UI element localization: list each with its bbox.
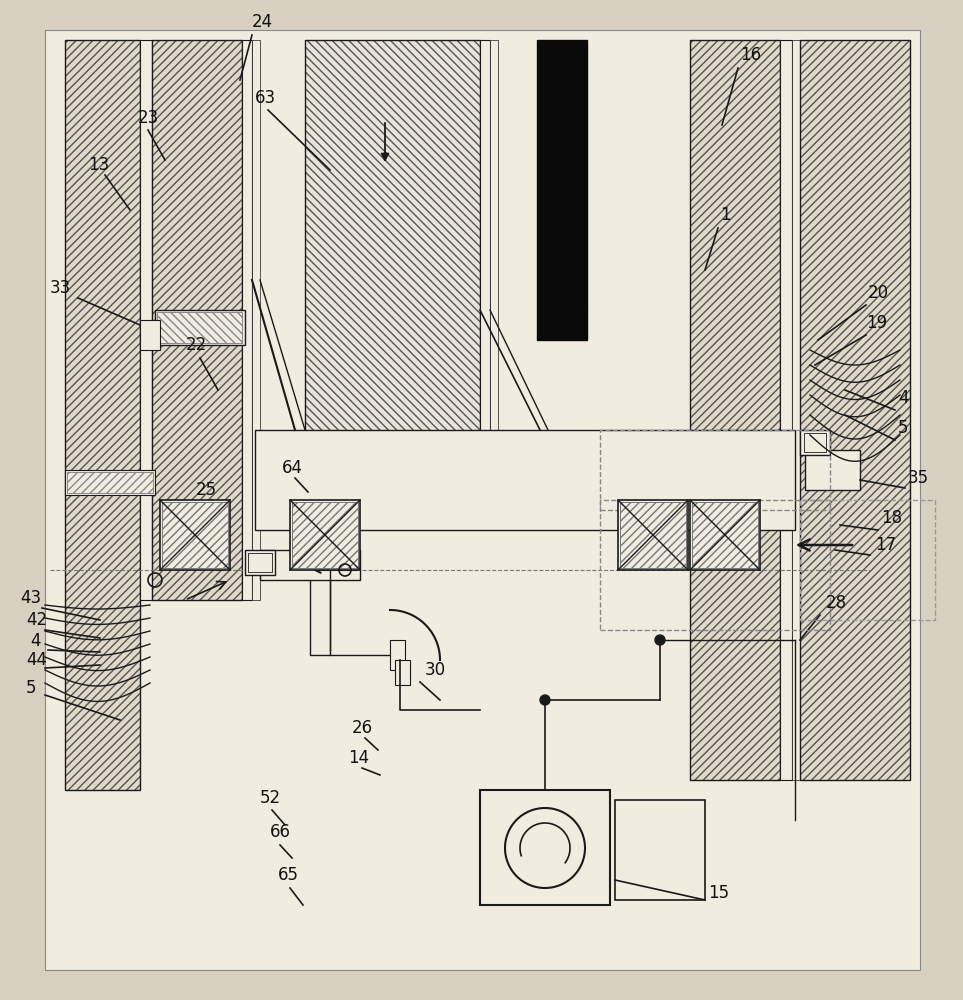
- Bar: [805, 450, 860, 490]
- Text: 44: 44: [26, 651, 47, 669]
- Bar: [395, 660, 410, 685]
- Bar: [780, 40, 792, 780]
- Circle shape: [655, 635, 665, 645]
- Bar: [248, 553, 272, 572]
- Text: 22: 22: [186, 336, 207, 354]
- Bar: [800, 500, 935, 620]
- Text: 4: 4: [30, 632, 40, 650]
- Text: 66: 66: [270, 823, 291, 841]
- Bar: [600, 430, 830, 510]
- Bar: [252, 40, 260, 600]
- Bar: [537, 40, 587, 310]
- Circle shape: [540, 695, 550, 705]
- Text: 25: 25: [196, 481, 217, 499]
- Bar: [792, 40, 800, 780]
- Text: 42: 42: [26, 611, 47, 629]
- Bar: [290, 500, 360, 570]
- Bar: [620, 502, 686, 568]
- Bar: [600, 500, 830, 630]
- Text: 19: 19: [866, 314, 887, 332]
- Text: 5: 5: [898, 419, 908, 437]
- Bar: [615, 800, 705, 900]
- Bar: [65, 40, 140, 790]
- Bar: [242, 40, 252, 600]
- Bar: [690, 500, 760, 570]
- Bar: [305, 40, 480, 470]
- Text: 30: 30: [425, 661, 446, 679]
- Bar: [690, 40, 780, 780]
- Bar: [292, 502, 358, 568]
- Bar: [157, 312, 242, 343]
- Text: 28: 28: [826, 594, 847, 612]
- Bar: [260, 550, 360, 580]
- Text: 15: 15: [708, 884, 729, 902]
- Bar: [162, 502, 228, 568]
- Text: 43: 43: [20, 589, 41, 607]
- Bar: [140, 40, 152, 600]
- Bar: [692, 502, 758, 568]
- Text: 17: 17: [875, 536, 897, 554]
- Bar: [305, 40, 480, 470]
- Bar: [67, 472, 153, 493]
- Text: 65: 65: [278, 866, 299, 884]
- Text: 14: 14: [348, 749, 369, 767]
- Text: 23: 23: [138, 109, 159, 127]
- Text: 16: 16: [740, 46, 761, 64]
- Text: 5: 5: [26, 679, 37, 697]
- Text: 64: 64: [282, 459, 303, 477]
- Bar: [800, 430, 830, 455]
- Text: 35: 35: [908, 469, 929, 487]
- Bar: [800, 40, 910, 780]
- Text: 1: 1: [720, 206, 731, 224]
- Bar: [480, 40, 490, 470]
- Text: 52: 52: [260, 789, 281, 807]
- Text: 26: 26: [352, 719, 373, 737]
- Bar: [800, 40, 910, 780]
- Text: 13: 13: [88, 156, 109, 174]
- Bar: [255, 430, 795, 530]
- Text: 63: 63: [255, 89, 276, 107]
- Text: 4: 4: [898, 389, 908, 407]
- Bar: [390, 640, 405, 670]
- Text: 24: 24: [252, 13, 273, 31]
- Bar: [245, 550, 275, 575]
- Bar: [480, 790, 610, 905]
- Text: 20: 20: [868, 284, 889, 302]
- Bar: [804, 433, 826, 452]
- Bar: [140, 320, 160, 350]
- Bar: [310, 565, 330, 655]
- Bar: [152, 40, 242, 600]
- Bar: [152, 40, 242, 600]
- Bar: [65, 470, 155, 495]
- Text: 33: 33: [50, 279, 71, 297]
- Bar: [690, 40, 780, 780]
- Bar: [160, 500, 230, 570]
- Bar: [155, 310, 245, 345]
- Text: 18: 18: [881, 509, 902, 527]
- Bar: [537, 310, 587, 340]
- Bar: [618, 500, 688, 570]
- Bar: [490, 40, 498, 470]
- Bar: [65, 40, 140, 790]
